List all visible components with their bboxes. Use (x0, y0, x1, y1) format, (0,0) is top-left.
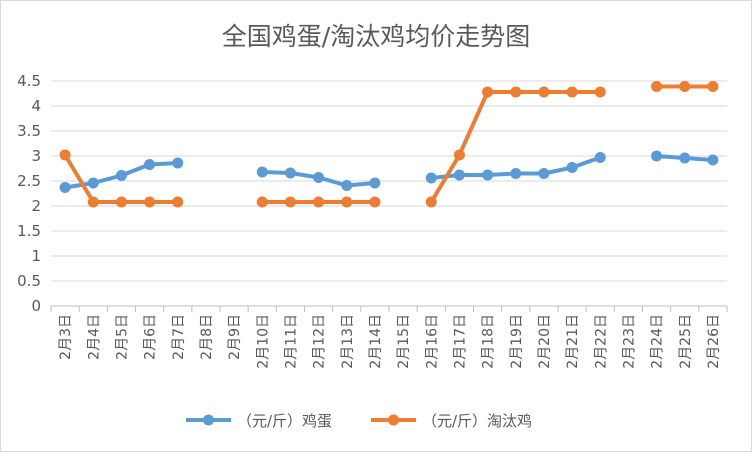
y-tick-label: 2 (31, 197, 41, 215)
x-tick-label: 2月7日 (171, 314, 187, 360)
x-tick-label: 2月17日 (452, 314, 468, 369)
data-point (510, 168, 522, 179)
axes (50, 305, 728, 312)
data-point (144, 159, 156, 170)
x-tick-label: 2月20日 (537, 314, 553, 369)
y-tick-label: 4 (31, 97, 41, 115)
series-layer (59, 81, 719, 208)
data-point (453, 169, 465, 181)
data-point (425, 172, 437, 184)
legend: （元/斤）鸡蛋 （元/斤）淘汰鸡 (186, 412, 532, 430)
x-axis-ticks: 2月3日 2月4日 2月5日 2月6日 2月7日 2月8日 2月9日 2月10日 2月11日 2月… (58, 314, 722, 369)
chart-title: 全国鸡蛋/淘汰鸡均价走势图 (222, 22, 530, 51)
x-tick-label: 2月8日 (199, 314, 215, 360)
data-point (256, 196, 268, 208)
data-point (538, 168, 550, 179)
legend-egg-marker (203, 414, 214, 426)
x-tick-label: 2月18日 (481, 314, 497, 369)
data-point (651, 81, 663, 92)
y-tick-label: 2.5 (17, 172, 41, 190)
data-point (369, 196, 381, 208)
data-point (679, 81, 691, 92)
x-tick-label: 2月21日 (565, 314, 581, 369)
x-tick-label: 2月10日 (255, 314, 271, 369)
x-tick-label: 2月24日 (650, 314, 666, 369)
data-point (651, 150, 663, 162)
x-tick-label: 2月4日 (86, 314, 102, 360)
y-tick-label: 3.5 (17, 122, 41, 140)
data-point (369, 177, 381, 189)
y-tick-label: 3 (31, 147, 41, 165)
gridlines (51, 80, 727, 282)
data-point (566, 162, 578, 173)
data-point (538, 86, 550, 98)
data-point (341, 180, 353, 191)
data-point (453, 149, 465, 161)
data-point (256, 166, 268, 178)
data-point (482, 169, 494, 181)
data-point (707, 154, 719, 166)
x-tick-label: 2月13日 (340, 314, 356, 369)
data-point (144, 196, 156, 208)
x-tick-label: 2月16日 (424, 314, 440, 369)
data-point (115, 170, 127, 181)
x-tick-label: 2月22日 (593, 314, 609, 369)
series-1 (59, 81, 719, 208)
data-point (425, 196, 437, 208)
x-tick-label: 2月26日 (706, 314, 722, 369)
y-tick-label: 1.5 (17, 222, 41, 240)
x-tick-label: 2月25日 (678, 314, 694, 369)
legend-egg-label: （元/斤）鸡蛋 (237, 412, 332, 430)
legend-item-cull-hen: （元/斤）淘汰鸡 (371, 412, 532, 430)
data-point (172, 196, 184, 208)
legend-cull-hen-label: （元/斤）淘汰鸡 (422, 412, 532, 430)
data-point (59, 182, 71, 193)
legend-item-egg: （元/斤）鸡蛋 (186, 412, 332, 430)
series-0 (59, 150, 719, 193)
y-tick-label: 0.5 (17, 272, 41, 290)
data-point (679, 152, 691, 164)
x-tick-label: 2月23日 (621, 314, 637, 369)
x-tick-label: 2月11日 (283, 314, 299, 369)
y-tick-label: 4.5 (17, 72, 41, 90)
series-line (429, 90, 603, 204)
x-tick-label: 2月15日 (396, 314, 412, 369)
data-point (313, 172, 325, 183)
legend-cull-hen-marker (388, 414, 399, 426)
x-tick-label: 2月19日 (509, 314, 525, 369)
data-point (115, 196, 127, 208)
x-tick-label: 2月3日 (58, 314, 74, 360)
x-tick-label: 2月9日 (227, 314, 243, 360)
data-point (284, 167, 296, 179)
x-tick-label: 2月5日 (114, 314, 130, 360)
x-tick-label: 2月6日 (143, 314, 159, 360)
data-point (172, 157, 184, 169)
data-point (59, 149, 71, 161)
y-axis-ticks: 0 0.5 1 1.5 2 2.5 3 3.5 4 4.5 (17, 72, 41, 315)
data-point (566, 86, 578, 98)
data-point (707, 81, 719, 92)
y-tick-label: 1 (31, 247, 41, 265)
data-point (482, 86, 494, 98)
data-point (284, 196, 296, 208)
x-tick-label: 2月14日 (368, 314, 384, 369)
data-point (510, 86, 522, 98)
data-point (341, 196, 353, 208)
y-tick-label: 0 (31, 297, 41, 315)
data-point (313, 196, 325, 208)
data-point (594, 86, 606, 98)
data-point (87, 196, 99, 208)
data-point (594, 152, 606, 163)
x-tick-label: 2月12日 (312, 314, 328, 369)
data-point (87, 177, 99, 189)
